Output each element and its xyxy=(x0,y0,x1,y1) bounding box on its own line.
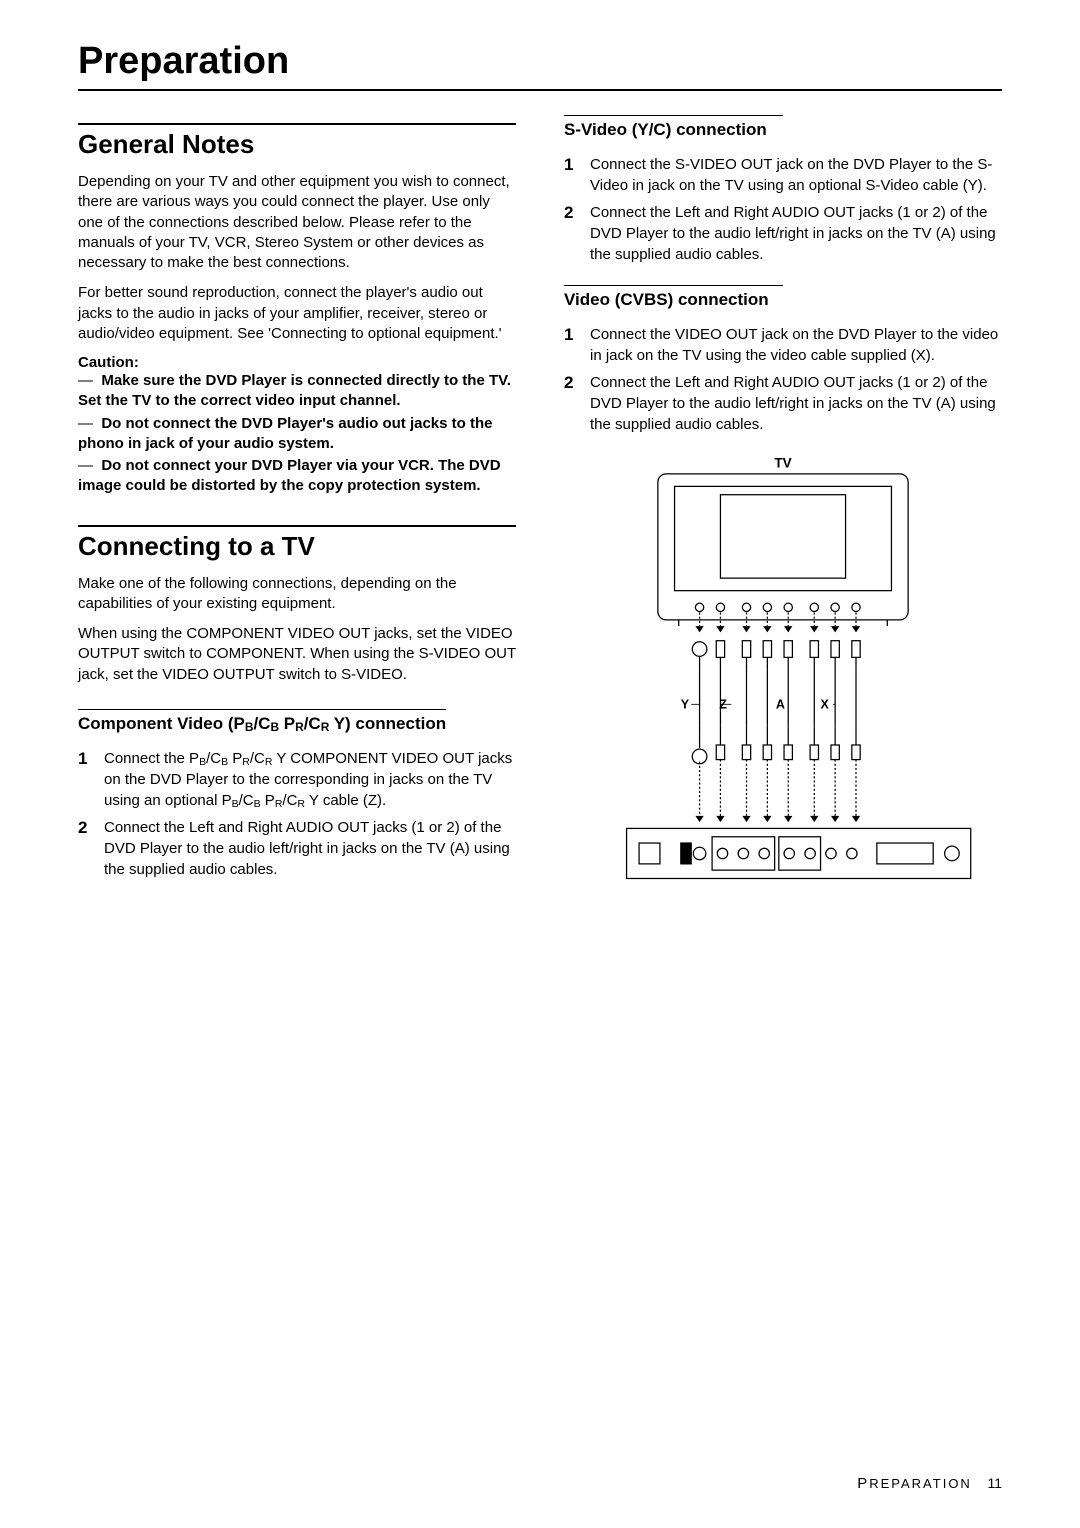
general-notes-para2: For better sound reproduction, connect t… xyxy=(78,283,516,344)
svideo-step-2: Connect the Left and Right AUDIO OUT jac… xyxy=(564,202,1002,265)
connection-diagram: TVYZAX xyxy=(564,453,1002,906)
cvbs-step-2: Connect the Left and Right AUDIO OUT jac… xyxy=(564,372,1002,435)
general-notes-para1: Depending on your TV and other equipment… xyxy=(78,172,516,273)
connecting-para2: When using the COMPONENT VIDEO OUT jacks… xyxy=(78,624,516,685)
cvbs-heading: Video (CVBS) connection xyxy=(564,285,783,310)
cvbs-step-1: Connect the VIDEO OUT jack on the DVD Pl… xyxy=(564,324,1002,366)
svg-text:Y: Y xyxy=(681,697,690,711)
connecting-para1: Make one of the following connections, d… xyxy=(78,574,516,615)
page-number: 11 xyxy=(987,1475,1002,1491)
component-step-1: Connect the PB/CB PR/CR Y COMPONENT VIDE… xyxy=(78,748,516,811)
svideo-heading: S-Video (Y/C) connection xyxy=(564,115,783,140)
connecting-tv-heading: Connecting to a TV xyxy=(78,525,516,562)
svg-text:TV: TV xyxy=(774,456,791,471)
footer-label: PREPARATION xyxy=(857,1476,972,1491)
caution-item-1: — Make sure the DVD Player is connected … xyxy=(78,371,516,412)
component-video-heading: Component Video (PB/CB PR/CR Y) connecti… xyxy=(78,709,446,734)
diagram-svg: TVYZAX xyxy=(564,453,1002,901)
left-column: General Notes Depending on your TV and o… xyxy=(78,115,516,906)
caution-label: Caution: xyxy=(78,354,516,371)
general-notes-heading: General Notes xyxy=(78,123,516,160)
svideo-steps: Connect the S-VIDEO OUT jack on the DVD … xyxy=(564,154,1002,265)
two-column-layout: General Notes Depending on your TV and o… xyxy=(78,115,1002,906)
caution-text-1: Make sure the DVD Player is connected di… xyxy=(78,372,511,409)
svideo-step-1: Connect the S-VIDEO OUT jack on the DVD … xyxy=(564,154,1002,196)
caution-text-3: Do not connect your DVD Player via your … xyxy=(78,457,501,494)
svg-text:A: A xyxy=(776,697,785,711)
cvbs-steps: Connect the VIDEO OUT jack on the DVD Pl… xyxy=(564,324,1002,435)
right-column: S-Video (Y/C) connection Connect the S-V… xyxy=(564,115,1002,906)
caution-item-3: — Do not connect your DVD Player via you… xyxy=(78,456,516,497)
caution-item-2: — Do not connect the DVD Player's audio … xyxy=(78,414,516,455)
footer-label-rest: REPARATION xyxy=(869,1476,972,1491)
page-title: Preparation xyxy=(78,40,1002,91)
page-footer: PREPARATION 11 xyxy=(857,1475,1002,1492)
caution-text-2: Do not connect the DVD Player's audio ou… xyxy=(78,415,492,452)
component-steps: Connect the PB/CB PR/CR Y COMPONENT VIDE… xyxy=(78,748,516,880)
svg-text:X: X xyxy=(821,697,830,711)
component-step-2: Connect the Left and Right AUDIO OUT jac… xyxy=(78,817,516,880)
